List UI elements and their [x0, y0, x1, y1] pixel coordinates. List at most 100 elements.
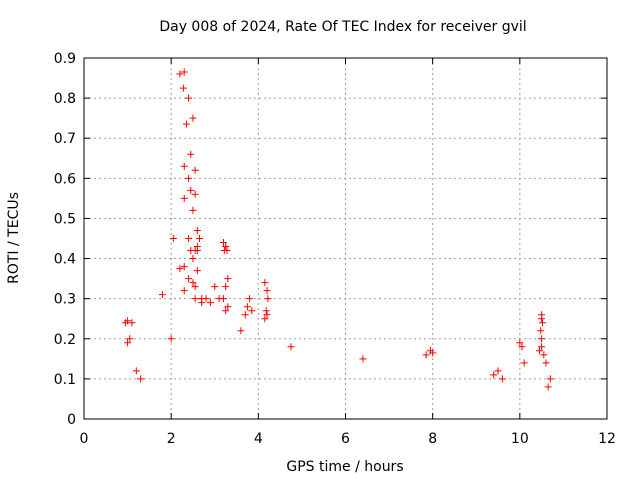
x-tick-label: 10 [511, 431, 529, 447]
grid-lines [84, 58, 607, 419]
data-point [538, 319, 546, 327]
data-point [538, 315, 546, 323]
data-point [520, 359, 528, 367]
data-point [191, 190, 199, 198]
data-point [211, 283, 219, 291]
axis-ticks: 0 0.1 0.2 0.3 0.4 0.5 0.6 0.7 0.8 0.9 0 2 4 6 8 10 12 [54, 51, 616, 447]
y-tick-label: 0 [67, 412, 76, 428]
data-point [128, 319, 136, 327]
y-tick-label: 0.3 [54, 292, 76, 308]
data-point [180, 263, 188, 271]
data-point [222, 243, 230, 251]
data-point [202, 295, 210, 303]
data-point [544, 383, 552, 391]
data-point [158, 291, 166, 299]
data-point [248, 307, 256, 315]
data-point [185, 275, 193, 283]
y-tick-label: 0.9 [54, 51, 76, 67]
data-point [224, 275, 232, 283]
data-point [490, 371, 498, 379]
data-point [180, 287, 188, 295]
data-point [243, 303, 251, 311]
data-point [169, 235, 177, 242]
data-point [224, 303, 232, 311]
data-point [191, 166, 199, 174]
y-tick-label: 0.2 [54, 332, 76, 348]
data-point [187, 247, 195, 255]
data-point [132, 367, 140, 375]
data-point [537, 327, 545, 335]
data-points [121, 68, 554, 391]
chart-title: Day 008 of 2024, Rate Of TEC Index for r… [159, 19, 526, 35]
data-point [222, 283, 230, 291]
data-point [187, 150, 195, 158]
data-point [263, 287, 271, 295]
data-point [195, 235, 203, 242]
data-point [180, 194, 188, 202]
x-tick-label: 4 [254, 431, 263, 447]
x-axis-label: GPS time / hours [286, 459, 403, 475]
data-point [429, 349, 437, 357]
x-tick-label: 2 [167, 431, 176, 447]
data-point [121, 319, 129, 327]
data-point [220, 247, 228, 255]
data-point [189, 255, 197, 263]
x-tick-label: 12 [598, 431, 616, 447]
data-point [185, 174, 193, 182]
data-point [191, 295, 199, 303]
y-tick-label: 0.6 [54, 171, 76, 187]
data-point [546, 375, 554, 383]
data-point [287, 343, 295, 351]
data-point [124, 339, 132, 347]
data-point [176, 265, 184, 273]
data-point [263, 311, 271, 319]
data-point [189, 114, 197, 122]
data-point [189, 279, 197, 287]
x-tick-label: 8 [428, 431, 437, 447]
data-point [180, 68, 188, 76]
data-point [494, 367, 502, 375]
data-point [185, 94, 193, 102]
data-point [359, 355, 367, 363]
data-point [137, 375, 145, 383]
y-tick-label: 0.1 [54, 372, 76, 388]
x-tick-label: 6 [341, 431, 350, 447]
data-point [189, 206, 197, 214]
data-point [518, 343, 526, 351]
y-tick-label: 0.7 [54, 131, 76, 147]
data-point [540, 351, 548, 359]
data-point [538, 343, 546, 351]
data-point [262, 307, 270, 315]
data-point [187, 186, 195, 194]
y-tick-label: 0.8 [54, 91, 76, 107]
data-point [535, 347, 543, 355]
data-point [222, 307, 230, 315]
x-tick-label: 0 [80, 431, 89, 447]
data-point [219, 239, 227, 247]
y-tick-label: 0.5 [54, 211, 76, 227]
data-point [180, 162, 188, 170]
data-point [498, 375, 506, 383]
data-point [542, 359, 550, 367]
data-point [261, 279, 269, 287]
data-point [264, 295, 272, 303]
data-point [176, 70, 184, 78]
data-point [261, 315, 269, 323]
data-point [185, 235, 193, 242]
data-point [241, 311, 249, 319]
data-point [179, 84, 187, 92]
y-tick-label: 0.4 [54, 252, 76, 268]
data-point [198, 299, 206, 307]
data-point [193, 247, 201, 255]
data-point [422, 351, 430, 359]
data-point [206, 299, 214, 307]
data-point [516, 339, 524, 347]
y-axis-label: ROTI / TECUs [6, 192, 22, 284]
data-point [182, 120, 190, 128]
data-point [237, 327, 245, 335]
data-point [538, 335, 546, 343]
data-point [167, 335, 175, 343]
data-point [193, 267, 201, 275]
